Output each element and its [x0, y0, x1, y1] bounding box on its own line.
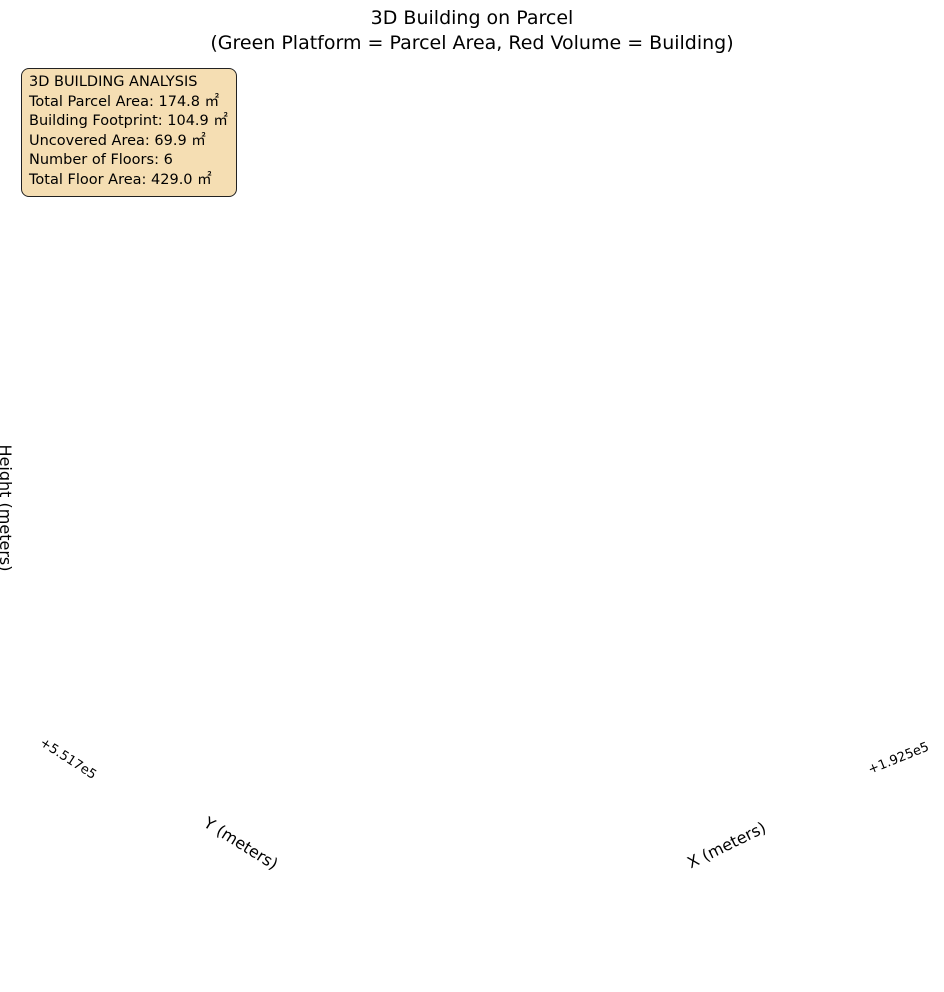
info-number-of-floors: Number of Floors: 6	[29, 152, 173, 168]
info-building-footprint: Building Footprint: 104.9 ㎡	[29, 113, 228, 129]
info-heading: 3D BUILDING ANALYSIS	[29, 74, 198, 90]
info-parcel-area: Total Parcel Area: 174.8 ㎡	[29, 93, 220, 110]
chart-title: 3D Building on Parcel	[370, 7, 574, 29]
x-axis-label: X (meters)	[684, 818, 769, 872]
info-uncovered-area: Uncovered Area: 69.9 ㎡	[29, 132, 206, 149]
y-axis-label: Y (meters)	[199, 813, 281, 874]
info-total-floor-area: Total Floor Area: 429.0 ㎡	[29, 171, 212, 188]
analysis-info-box: 3D BUILDING ANALYSIS Total Parcel Area: …	[21, 68, 237, 197]
y-offset-label: +5.517e5	[37, 735, 99, 783]
z-axis-label: Height (meters)	[0, 445, 15, 572]
chart-subtitle: (Green Platform = Parcel Area, Red Volum…	[210, 32, 734, 54]
x-offset-label: +1.925e5	[866, 740, 931, 778]
